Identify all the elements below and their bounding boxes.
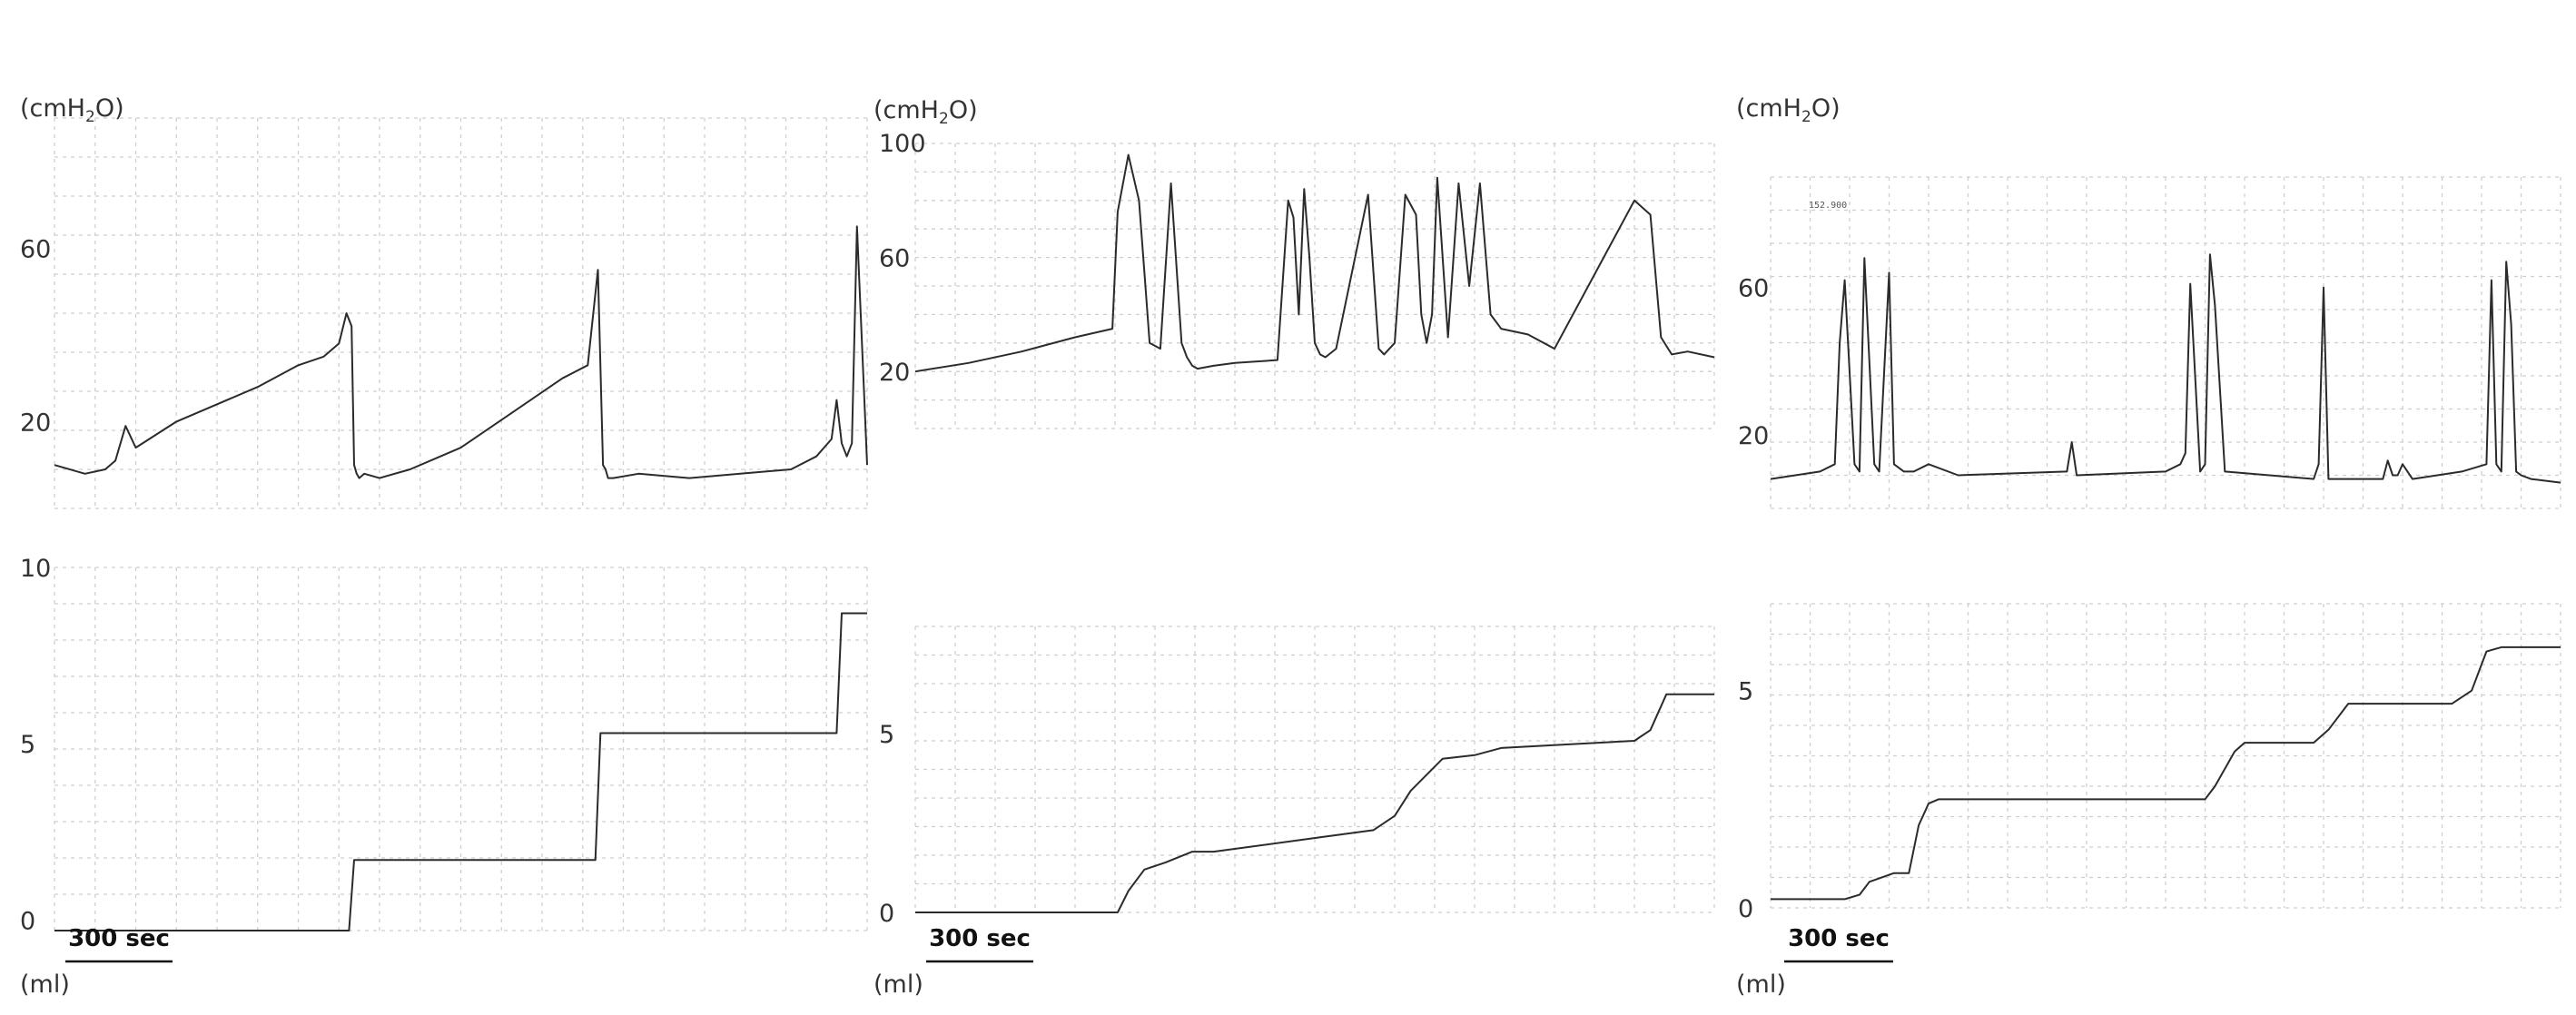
- pressure-stamp: 152.900: [1809, 201, 1847, 211]
- volume-grid: [54, 567, 868, 931]
- unit-tail: O): [949, 96, 978, 124]
- time-scale-label: 300 sec: [68, 925, 170, 952]
- pressure-trace: [914, 153, 1715, 373]
- panel-sham: (cmH2O) 20 60 0 5 10 300 sec (ml): [20, 94, 868, 999]
- volume-grid: [914, 626, 1715, 913]
- volume-tick-label: 5: [20, 731, 35, 759]
- pressure-grid: [54, 117, 868, 509]
- pressure-trace: [1770, 253, 2561, 484]
- pressure-unit-label: (cmH2O): [1736, 94, 1841, 126]
- unit-tail: O): [95, 94, 124, 123]
- volume-trace: [54, 612, 867, 931]
- volume-tick-label: 5: [879, 721, 894, 749]
- unit-main: (cmH: [1736, 94, 1801, 123]
- unit-subscript: 2: [1801, 108, 1811, 126]
- pressure-tick-label: 20: [879, 359, 910, 387]
- unit-main: (cmH: [873, 96, 939, 124]
- pressure-grid: [914, 143, 1715, 429]
- volume-tick-label: 0: [1738, 895, 1753, 923]
- unit-main: (cmH: [20, 94, 85, 123]
- pressure-tick-label: 20: [20, 409, 51, 437]
- pressure-unit-label: (cmH2O): [20, 94, 124, 126]
- pressure-unit-label: (cmH2O): [873, 96, 978, 128]
- pressure-grid: [1770, 176, 2561, 509]
- time-scale-label: 300 sec: [1788, 925, 1890, 952]
- unit-subscript: 2: [939, 110, 949, 128]
- volume-unit-label: (ml): [873, 971, 923, 999]
- volume-grid: [1770, 603, 2561, 909]
- volume-tick-label: 5: [1738, 678, 1753, 706]
- pressure-tick-label: 60: [879, 245, 910, 273]
- volume-tick-label: 0: [879, 900, 894, 928]
- unit-subscript: 2: [85, 108, 95, 126]
- pressure-trace: [54, 225, 868, 479]
- unit-tail: O): [1811, 94, 1841, 123]
- volume-tick-label: 0: [20, 907, 35, 935]
- volume-trace: [1771, 645, 2561, 901]
- pressure-tick-label: 60: [20, 235, 51, 263]
- volume-tick-label: 10: [20, 555, 51, 583]
- pressure-tick-label: 20: [1738, 422, 1769, 450]
- time-scale-label: 300 sec: [929, 925, 1031, 952]
- volume-unit-label: (ml): [20, 971, 70, 999]
- volume-trace: [915, 693, 1714, 913]
- pressure-top-label: 100: [879, 130, 926, 158]
- panel-n-boo: (cmH2O) 20 60 100 0 5 300 sec(ml): [873, 96, 1715, 999]
- pressure-tick-label: 60: [1738, 275, 1769, 303]
- panel-b-boo: (cmH2O) 20 60 152.900 0 5 300 sec(ml): [1736, 94, 2561, 999]
- volume-unit-label: (ml): [1736, 971, 1786, 999]
